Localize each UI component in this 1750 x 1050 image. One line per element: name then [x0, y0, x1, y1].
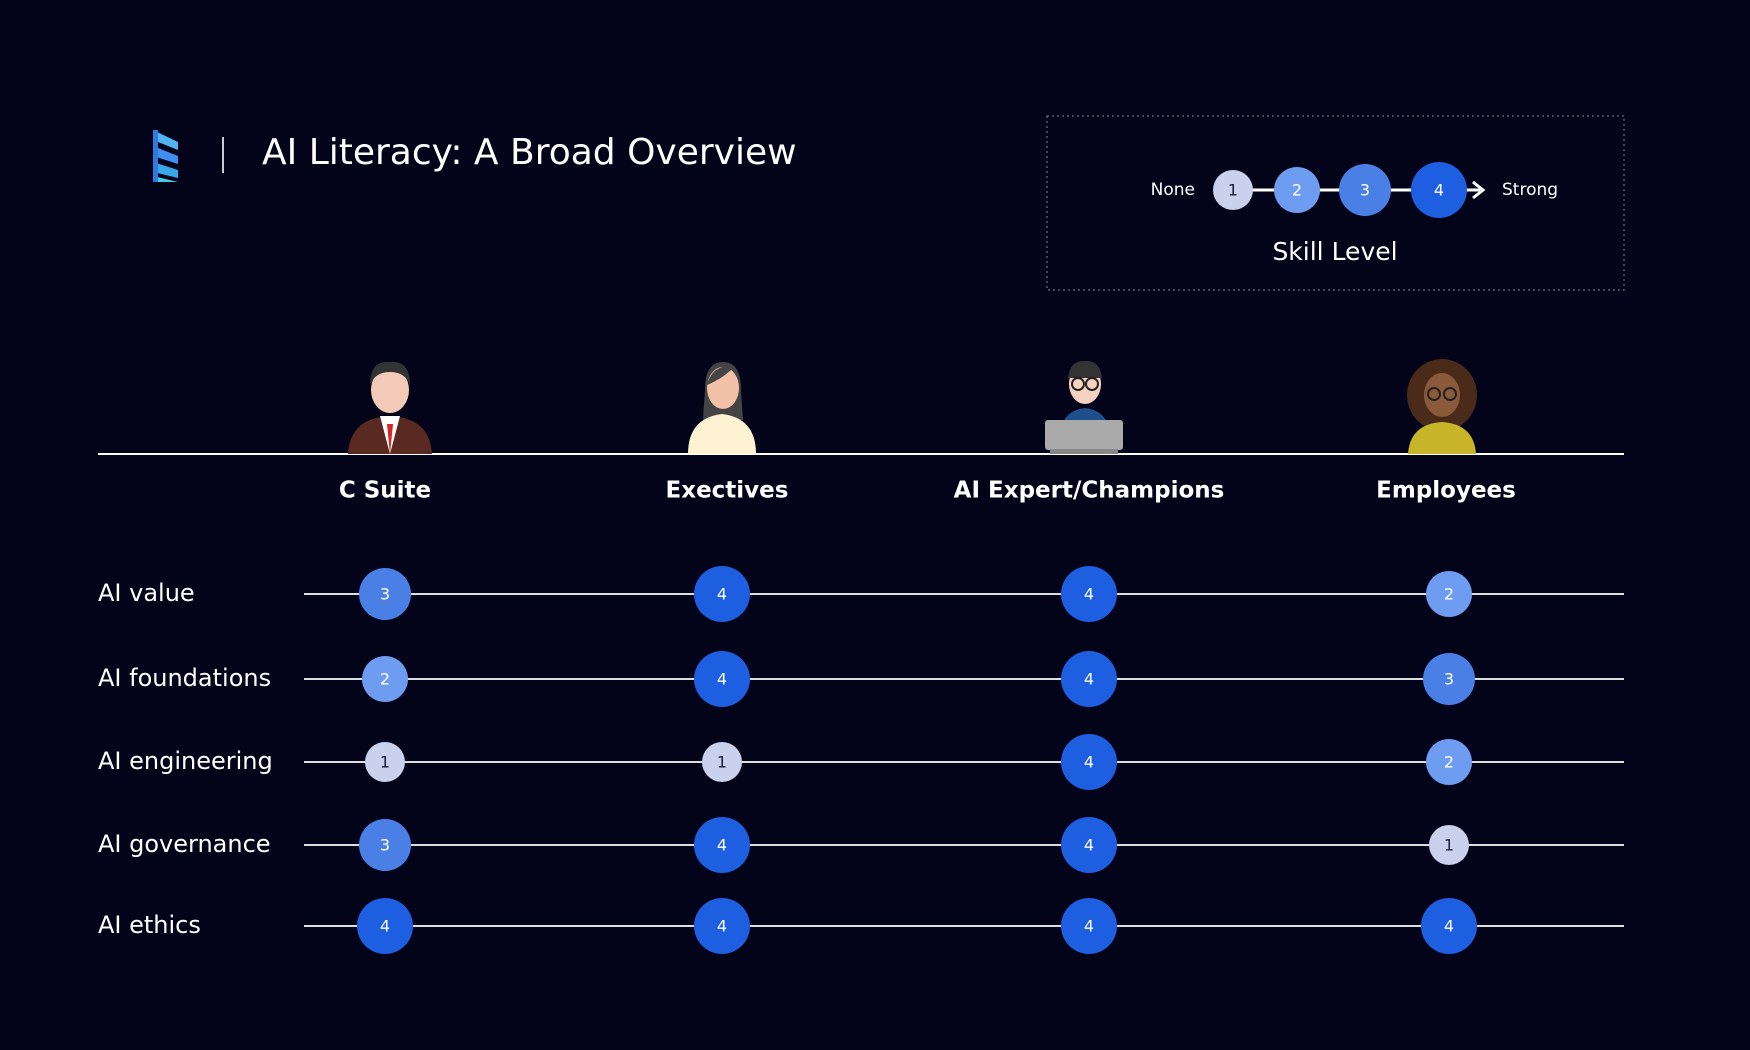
level-number: 4 — [380, 917, 390, 936]
avatar-expert — [1045, 360, 1123, 454]
column-header: Employees — [1376, 478, 1516, 504]
level-number: 3 — [380, 585, 390, 604]
row-label: AI foundations — [98, 664, 271, 692]
level-number: 4 — [1084, 753, 1094, 772]
level-dot — [1426, 739, 1472, 785]
level-dot — [357, 898, 413, 954]
level-dot — [694, 898, 750, 954]
avatar-executive — [688, 362, 756, 454]
row-label: AI governance — [98, 830, 271, 858]
title: AI Literacy: A Broad Overview — [262, 132, 797, 173]
level-number: 1 — [1228, 181, 1238, 200]
level-dot — [1061, 734, 1117, 790]
level-dot — [1274, 167, 1320, 213]
row-label: AI ethics — [98, 911, 201, 939]
row-label: AI value — [98, 579, 195, 607]
level-dot — [1213, 170, 1253, 210]
column-header: C Suite — [339, 478, 431, 504]
level-dot — [359, 568, 411, 620]
level-number: 4 — [1434, 181, 1444, 200]
level-dot — [702, 742, 742, 782]
level-number: 3 — [1360, 181, 1370, 200]
level-dot — [1421, 898, 1477, 954]
level-number: 3 — [1444, 670, 1454, 689]
level-dot — [1429, 825, 1469, 865]
level-number: 4 — [1084, 585, 1094, 604]
level-dot — [694, 817, 750, 873]
level-dot — [1426, 571, 1472, 617]
level-number: 2 — [380, 670, 390, 689]
level-number: 1 — [717, 753, 727, 772]
level-number: 1 — [380, 753, 390, 772]
level-number: 4 — [1084, 836, 1094, 855]
legend-high: Strong — [1502, 180, 1558, 200]
level-dot — [365, 742, 405, 782]
legend-box — [1046, 115, 1625, 291]
level-dot — [1061, 566, 1117, 622]
level-dot — [1061, 898, 1117, 954]
level-number: 3 — [380, 836, 390, 855]
level-number: 2 — [1444, 585, 1454, 604]
avatar-employee — [1407, 359, 1477, 454]
column-header: Exectives — [666, 478, 789, 504]
level-dot — [362, 656, 408, 702]
level-dot — [1061, 651, 1117, 707]
avatars — [348, 359, 1477, 454]
level-number: 4 — [717, 670, 727, 689]
level-number: 4 — [1084, 670, 1094, 689]
level-dot — [359, 819, 411, 871]
level-number: 2 — [1292, 181, 1302, 200]
column-header: AI Expert/Champions — [954, 478, 1225, 504]
legend-low: None — [1151, 180, 1195, 200]
level-number: 4 — [717, 917, 727, 936]
legend-caption: Skill Level — [1272, 237, 1397, 266]
row-label: AI engineering — [98, 747, 273, 775]
level-number: 2 — [1444, 753, 1454, 772]
level-dot — [694, 651, 750, 707]
level-number: 1 — [1444, 836, 1454, 855]
level-number: 4 — [717, 585, 727, 604]
level-number: 4 — [717, 836, 727, 855]
level-dot — [1411, 162, 1467, 218]
level-dot — [1423, 653, 1475, 705]
legend-arrow — [1472, 180, 1486, 200]
avatar-csuite — [348, 361, 432, 454]
level-dot — [1339, 164, 1391, 216]
level-number: 4 — [1084, 917, 1094, 936]
level-dot — [1061, 817, 1117, 873]
level-number: 4 — [1444, 917, 1454, 936]
logo — [153, 130, 178, 182]
level-dot — [694, 566, 750, 622]
